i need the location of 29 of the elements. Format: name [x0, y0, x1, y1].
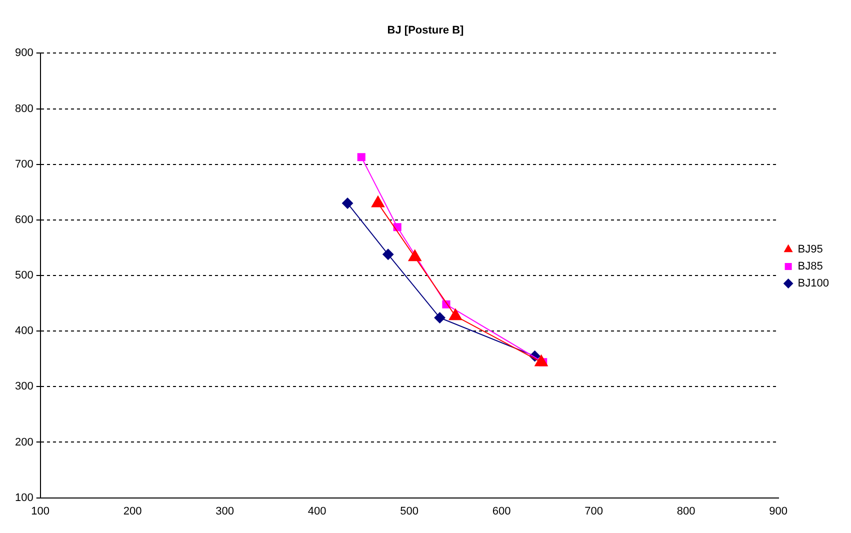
x-tick-label: 900: [769, 505, 788, 518]
x-tick-label: 100: [31, 505, 50, 518]
x-tick-label: 500: [400, 505, 419, 518]
y-tick-label: 100: [14, 492, 34, 504]
chart-title: BJ [Posture B]: [387, 24, 464, 37]
point: [434, 312, 446, 324]
x-tick-label: 600: [492, 505, 511, 518]
legend-label: BJ100: [798, 278, 830, 290]
x-tick-label: 700: [584, 505, 603, 518]
point: [357, 153, 366, 162]
x-tick-label: 300: [216, 505, 234, 518]
x-tick-label: 800: [676, 505, 696, 518]
y-tick-label: 500: [14, 270, 34, 282]
y-tick-label: 300: [14, 380, 34, 393]
x-tick-label: 200: [123, 505, 142, 518]
x-tick-label: 400: [308, 505, 326, 518]
point: [342, 198, 354, 209]
point: [408, 250, 422, 262]
legend-label: BJ95: [798, 244, 823, 256]
y-tick-label: 700: [14, 158, 34, 170]
point: [448, 308, 462, 320]
y-tick-label: 600: [14, 214, 34, 226]
point: [534, 354, 548, 366]
y-tick-label: 400: [14, 325, 34, 338]
y-tick-label: 900: [14, 47, 34, 60]
legend-label: BJ85: [798, 260, 823, 273]
point: [382, 248, 394, 260]
y-tick-label: 200: [14, 436, 34, 448]
y-tick-label: 800: [14, 102, 34, 115]
